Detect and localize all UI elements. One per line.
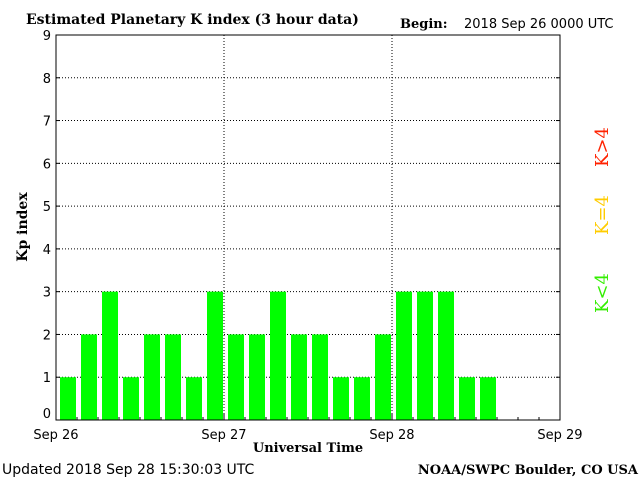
kp-bar xyxy=(228,334,244,420)
x-tick-label: Sep 28 xyxy=(369,428,414,443)
kp-bar xyxy=(291,334,307,420)
footer-updated: Updated 2018 Sep 28 15:30:03 UTC xyxy=(2,462,255,478)
footer-source: NOAA/SWPC Boulder, CO USA xyxy=(418,463,639,478)
plot-frame xyxy=(55,34,561,421)
kp-bar xyxy=(207,291,223,420)
kp-bar xyxy=(438,291,454,420)
y-tick-label: 5 xyxy=(43,200,51,215)
legend-k-greater-4: K>4 xyxy=(592,127,613,167)
kp-bar xyxy=(333,377,349,420)
kp-bar xyxy=(81,334,97,420)
kp-bar xyxy=(312,334,328,420)
kp-bar xyxy=(375,334,391,420)
kp-bar xyxy=(480,377,496,420)
y-tick-label: 1 xyxy=(43,371,51,386)
y-tick-label: 8 xyxy=(43,72,51,87)
x-axis-label: Universal Time xyxy=(253,441,363,456)
y-axis-label: Kp index xyxy=(15,192,31,262)
y-tick-label: 2 xyxy=(43,328,51,343)
y-tick-label: 6 xyxy=(43,157,51,172)
begin-value: 2018 Sep 26 0000 UTC xyxy=(464,17,614,32)
x-tick-label: Sep 26 xyxy=(33,428,78,443)
y-tick-label: 3 xyxy=(43,286,51,301)
x-tick-label: Sep 29 xyxy=(537,428,582,443)
kp-bar xyxy=(186,377,202,420)
kp-bar xyxy=(60,377,76,420)
y-tick-label: 0 xyxy=(43,407,51,422)
legend-k-less-4: K<4 xyxy=(592,273,613,313)
kp-bar xyxy=(417,291,433,420)
chart-title: Estimated Planetary K index (3 hour data… xyxy=(26,12,359,28)
y-tick-label: 4 xyxy=(43,243,51,258)
kp-bar xyxy=(102,291,118,420)
kp-bar xyxy=(354,377,370,420)
kp-bar xyxy=(123,377,139,420)
kp-bar xyxy=(144,334,160,420)
kp-bar xyxy=(270,291,286,420)
kp-bar xyxy=(249,334,265,420)
legend-k-equal-4: K=4 xyxy=(592,195,613,235)
kp-bar xyxy=(459,377,475,420)
y-tick-label: 9 xyxy=(43,29,51,44)
begin-label: Begin: xyxy=(400,17,448,32)
kp-bar xyxy=(396,291,412,420)
kp-bar xyxy=(165,334,181,420)
x-tick-label: Sep 27 xyxy=(201,428,246,443)
y-tick-label: 7 xyxy=(43,115,51,130)
